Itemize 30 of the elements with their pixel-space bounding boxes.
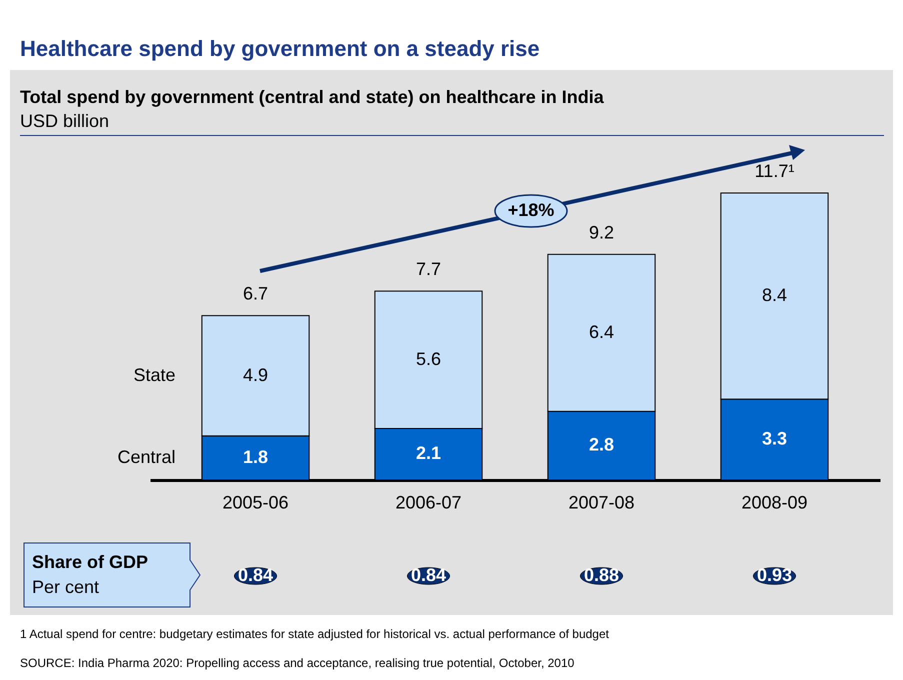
data-label: 6.4 [588,322,614,342]
data-label: 5.6 [416,348,442,369]
total-label: 11.7¹ [754,161,794,182]
series-label: Central [117,446,176,467]
text: 1 Actual spend for centre: budgetary estimates for state adjusted for historical vs. actual performance of budget [20,627,609,641]
series-label: State [133,364,176,385]
text: 0.88 [584,565,620,585]
total-label: 7.7 [416,259,442,280]
text: Per cent [32,577,100,598]
chart-subtitle: Total spend by government (central and state) on healthcare in India [20,87,604,108]
total-label: 9.2 [588,222,614,242]
annotation: +18% [506,200,556,221]
data-label: 2.8 [588,434,614,455]
x-tick-label: 2006-07 [395,492,462,512]
total-label: 6.7 [243,284,268,304]
x-tick-label: 2007-08 [568,492,635,512]
source-note: SOURCE: India Pharma 2020: Propelling access and acceptance, realising true potential, October, 2010 [20,656,574,670]
data-label: 3.3 [762,428,787,449]
data-label: 1.8 [243,446,268,467]
text: 0.93 [756,565,792,585]
data-label: 4.9 [243,364,268,385]
x-tick-label: 2008-09 [741,492,808,512]
data-label: 2.1 [416,443,442,464]
text: Share of GDP [32,552,148,573]
text: 0.84 [238,565,274,585]
data-label: 8.4 [762,285,787,306]
text: 0.84 [410,565,446,585]
chart-title: Healthcare spend by government on a steady rise [20,36,540,62]
x-tick-label: 2005-06 [222,492,289,512]
y-axis-title: USD billion [20,111,110,132]
